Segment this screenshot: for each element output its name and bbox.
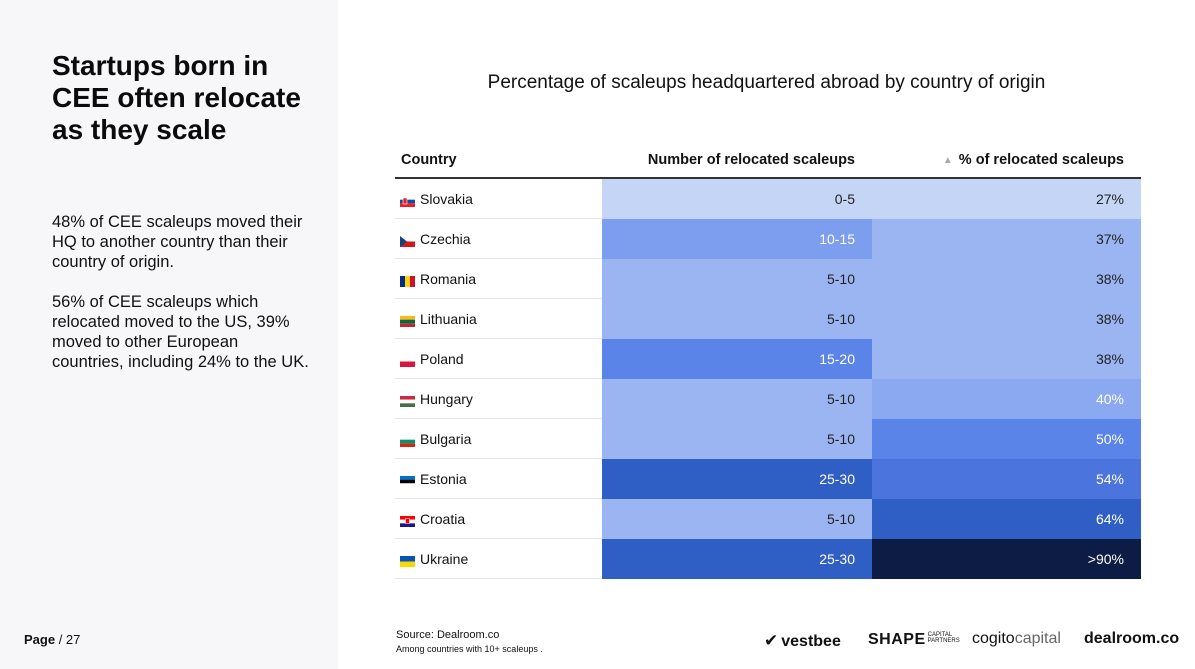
table-row: Bulgaria 5-10 50% xyxy=(395,419,1141,459)
cell-relocated-percent: 38% xyxy=(872,259,1141,299)
partner-logos: ✔ vestbee SHAPE CAPITAL PARTNERS cogitocapi… xyxy=(764,628,1179,654)
slovakia-flag-icon xyxy=(400,194,415,207)
cogito-text: cogito xyxy=(972,630,1015,647)
cell-relocated-percent: 40% xyxy=(872,379,1141,419)
cell-relocated-percent: 50% xyxy=(872,419,1141,459)
shape-logo: SHAPE CAPITAL PARTNERS xyxy=(868,631,960,649)
cell-relocated-count: 0-5 xyxy=(602,179,872,219)
country-name: Bulgaria xyxy=(420,431,472,447)
table-row: Slovakia 0-5 27% xyxy=(395,179,1141,219)
shape-logo-subtitle: CAPITAL PARTNERS xyxy=(928,632,960,644)
cell-relocated-percent: 54% xyxy=(872,459,1141,499)
table-row: Ukraine 25-30 >90% xyxy=(395,539,1141,579)
cell-relocated-count: 5-10 xyxy=(602,419,872,459)
page-number: Page / 27 xyxy=(24,632,80,647)
page-headline: Startups born in CEE often relocate as t… xyxy=(52,50,301,145)
country-name: Czechia xyxy=(420,231,471,247)
column-header-percent-label: % of relocated scaleups xyxy=(958,152,1124,168)
cell-country: Hungary xyxy=(400,379,600,419)
table-row: Hungary 5-10 40% xyxy=(395,379,1141,419)
vestbee-logo-text: vestbee xyxy=(781,633,841,650)
cell-relocated-count: 10-15 xyxy=(602,219,872,259)
source-label: Source: Dealroom.co xyxy=(396,629,500,641)
source-note: Source: Dealroom.co Among countries with… xyxy=(396,628,543,656)
country-name: Lithuania xyxy=(420,311,477,327)
lithuania-flag-icon xyxy=(400,314,415,327)
cell-relocated-count: 25-30 xyxy=(602,459,872,499)
country-name: Slovakia xyxy=(420,191,473,207)
country-name: Estonia xyxy=(420,471,467,487)
source-footnote: Among countries with 10+ scaleups . xyxy=(396,644,543,654)
page-label: Page xyxy=(24,632,56,647)
vestbee-logo: ✔ vestbee xyxy=(764,631,841,651)
dealroom-logo: dealroom.co xyxy=(1084,630,1180,647)
cell-relocated-percent: 38% xyxy=(872,299,1141,339)
cogito-capital-logo: cogitocapital xyxy=(972,630,1061,648)
estonia-flag-icon xyxy=(400,474,415,487)
country-name: Hungary xyxy=(420,391,473,407)
romania-flag-icon xyxy=(400,274,415,287)
cell-country: Romania xyxy=(400,259,600,299)
page-count: / 27 xyxy=(58,632,81,647)
cell-relocated-count: 25-30 xyxy=(602,539,872,579)
ukraine-flag-icon xyxy=(400,554,415,567)
relocation-table: Country Number of relocated scaleups ▲ % … xyxy=(395,147,1141,579)
cell-country: Czechia xyxy=(400,219,600,259)
cell-relocated-percent: 27% xyxy=(872,179,1141,219)
cell-relocated-count: 15-20 xyxy=(602,339,872,379)
table-row: Estonia 25-30 54% xyxy=(395,459,1141,499)
table-row: Poland 15-20 38% xyxy=(395,339,1141,379)
country-name: Romania xyxy=(420,271,477,287)
shape-sub-partners: PARTNERS xyxy=(927,638,960,644)
capital-text: capital xyxy=(1014,630,1061,647)
table-row: Romania 5-10 38% xyxy=(395,259,1141,299)
croatia-flag-icon xyxy=(400,514,415,527)
table-row: Croatia 5-10 64% xyxy=(395,499,1141,539)
table-body: Slovakia 0-5 27% Czechia 10-15 37% Romania 5-10… xyxy=(395,179,1141,579)
poland-flag-icon xyxy=(400,354,415,367)
cell-country: Bulgaria xyxy=(400,419,600,459)
summary-paragraph-1: 48% of CEE scaleups moved their HQ to an… xyxy=(52,213,303,271)
summary-paragraph-2: 56% of CEE scaleups which relocated move… xyxy=(52,293,309,371)
hungary-flag-icon xyxy=(400,394,415,407)
bulgaria-flag-icon xyxy=(400,434,415,447)
cell-country: Lithuania xyxy=(400,299,600,339)
cell-relocated-count: 5-10 xyxy=(602,379,872,419)
table-row: Czechia 10-15 37% xyxy=(395,219,1141,259)
chart-title: Percentage of scaleups headquartered abr… xyxy=(487,72,1046,93)
vestbee-mark-icon: ✔ xyxy=(764,631,779,650)
shape-logo-text: SHAPE xyxy=(868,631,926,648)
cell-country: Ukraine xyxy=(400,539,600,579)
sort-ascending-icon: ▲ xyxy=(942,155,953,166)
left-panel: Startups born in CEE often relocate as t… xyxy=(0,0,338,669)
shape-sub-capital: CAPITAL xyxy=(927,632,953,638)
country-name: Croatia xyxy=(420,511,466,527)
country-name: Ukraine xyxy=(420,551,469,567)
cell-country: Poland xyxy=(400,339,600,379)
cell-country: Slovakia xyxy=(400,179,600,219)
column-header-country[interactable]: Country xyxy=(401,152,457,168)
column-header-percent[interactable]: ▲ % of relocated scaleups xyxy=(943,152,1124,168)
table-header: Country Number of relocated scaleups ▲ % … xyxy=(395,147,1141,179)
cell-country: Croatia xyxy=(400,499,600,539)
cell-relocated-percent: 38% xyxy=(872,339,1141,379)
cell-country: Estonia xyxy=(400,459,600,499)
country-name: Poland xyxy=(420,351,464,367)
column-header-number[interactable]: Number of relocated scaleups xyxy=(647,152,855,168)
cell-relocated-count: 5-10 xyxy=(602,259,872,299)
cell-relocated-percent: 37% xyxy=(872,219,1141,259)
table-row: Lithuania 5-10 38% xyxy=(395,299,1141,339)
cell-relocated-percent: >90% xyxy=(872,539,1141,579)
cell-relocated-count: 5-10 xyxy=(602,499,872,539)
czechia-flag-icon xyxy=(400,234,415,247)
cell-relocated-percent: 64% xyxy=(872,499,1141,539)
cell-relocated-count: 5-10 xyxy=(602,299,872,339)
